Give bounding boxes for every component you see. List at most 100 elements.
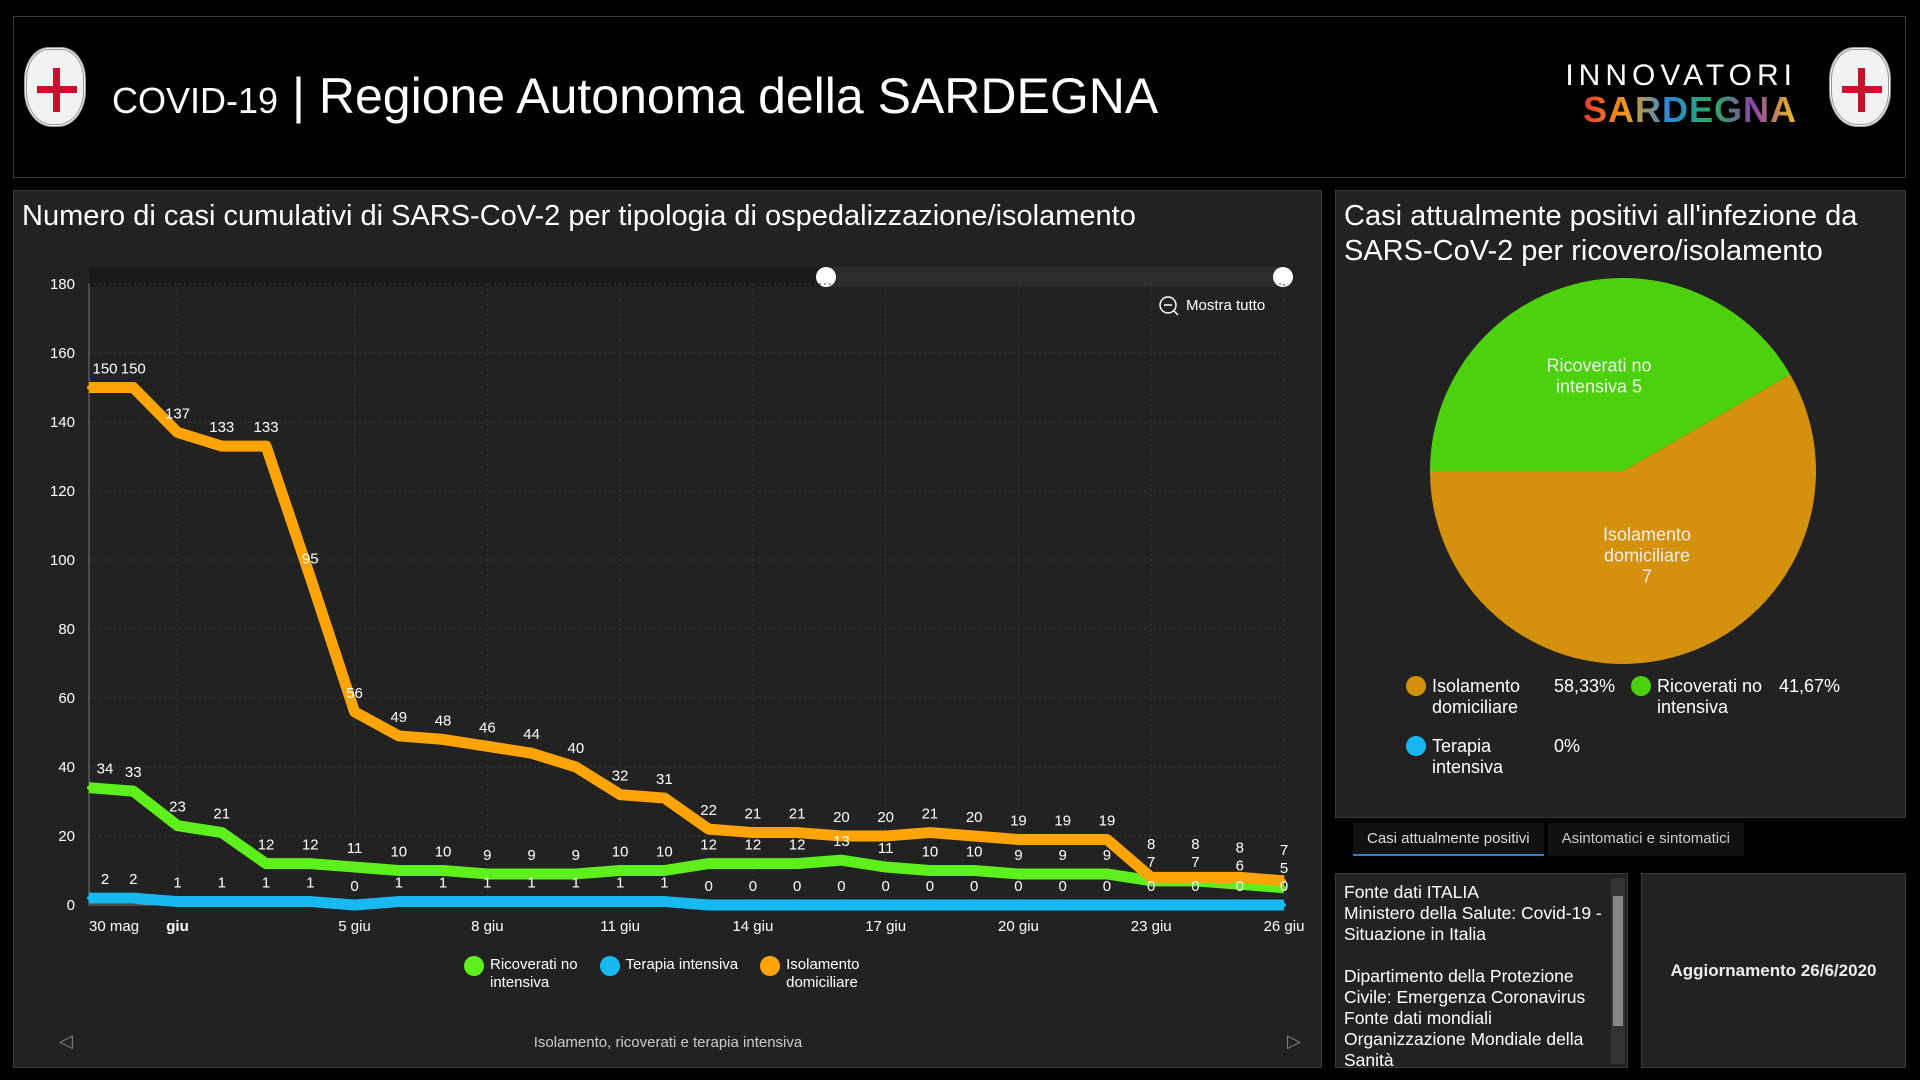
data-point[interactable]: [175, 899, 180, 904]
data-point[interactable]: [529, 751, 534, 756]
data-point[interactable]: [1016, 837, 1021, 842]
range-slider-handle-right[interactable]: [1273, 267, 1293, 287]
data-point[interactable]: [529, 899, 534, 904]
range-slider-selection[interactable]: [826, 267, 1284, 287]
data-point[interactable]: [131, 789, 136, 794]
data-point[interactable]: [573, 899, 578, 904]
data-point[interactable]: [883, 834, 888, 838]
pie-slice-ricoverati-no-intensiva[interactable]: [1430, 278, 1791, 471]
data-point[interactable]: [706, 903, 711, 907]
data-point[interactable]: [308, 899, 313, 904]
data-point[interactable]: [573, 871, 578, 876]
data-point[interactable]: [396, 899, 401, 904]
data-point[interactable]: [87, 896, 91, 901]
data-point[interactable]: [308, 861, 313, 866]
data-point[interactable]: [972, 868, 977, 873]
series-line-ricoverati-no-intensiva[interactable]: [88, 782, 1285, 894]
data-point[interactable]: [1016, 871, 1021, 876]
data-point[interactable]: [839, 903, 844, 907]
legend-item[interactable]: Ricoverati no intensiva: [464, 956, 578, 992]
pie-slice-isolamento-domiciliare[interactable]: [1430, 374, 1816, 665]
data-point[interactable]: [1016, 903, 1021, 907]
legend-item[interactable]: Terapia intensiva: [599, 956, 738, 992]
data-point[interactable]: [352, 903, 357, 907]
data-point[interactable]: [706, 861, 711, 866]
data-point[interactable]: [396, 733, 401, 738]
data-point[interactable]: [1104, 837, 1109, 842]
pie-legend-item[interactable]: Isolamento domiciliare 58,33%: [1406, 676, 1631, 718]
data-point[interactable]: [1193, 903, 1198, 907]
data-point[interactable]: [264, 444, 269, 449]
data-point[interactable]: [706, 827, 711, 832]
data-point[interactable]: [795, 861, 800, 866]
data-point[interactable]: [87, 785, 91, 790]
data-point[interactable]: [219, 899, 224, 904]
data-point[interactable]: [750, 861, 755, 866]
scrollbar[interactable]: [1611, 878, 1625, 1064]
prev-arrow-icon[interactable]: ◁: [59, 1031, 73, 1051]
data-point[interactable]: [219, 830, 224, 835]
series-line-terapia-intensiva[interactable]: [89, 892, 1284, 911]
data-point[interactable]: [618, 899, 623, 904]
data-point[interactable]: [529, 871, 534, 876]
scrollbar-thumb[interactable]: [1613, 896, 1623, 1026]
pie-legend-item[interactable]: Terapia intensiva 0%: [1406, 736, 1631, 778]
data-point[interactable]: [927, 830, 932, 835]
data-point[interactable]: [1149, 875, 1154, 880]
data-point[interactable]: [1237, 903, 1242, 907]
data-point[interactable]: [1193, 875, 1198, 880]
show-all-button[interactable]: Mostra tutto: [1186, 297, 1265, 314]
data-point[interactable]: [1282, 878, 1286, 883]
tab-asintomatici-e-sintomatici[interactable]: Asintomatici e sintomatici: [1547, 823, 1744, 856]
data-point[interactable]: [839, 858, 844, 863]
legend-item[interactable]: Isolamento domiciliare: [760, 956, 860, 992]
data-point[interactable]: [131, 385, 136, 390]
data-point[interactable]: [972, 903, 977, 907]
data-point[interactable]: [662, 796, 667, 801]
tab-casi-attualmente-positivi[interactable]: Casi attualmente positivi: [1353, 823, 1544, 856]
data-point[interactable]: [1237, 875, 1242, 880]
data-point[interactable]: [1104, 903, 1109, 907]
data-point[interactable]: [662, 899, 667, 904]
data-point[interactable]: [352, 709, 357, 714]
data-point[interactable]: [1060, 903, 1065, 907]
data-point[interactable]: [1060, 871, 1065, 876]
next-arrow-icon[interactable]: ▷: [1287, 1031, 1301, 1051]
data-point[interactable]: [485, 744, 490, 749]
data-point[interactable]: [750, 903, 755, 907]
data-point[interactable]: [264, 899, 269, 904]
data-point[interactable]: [1149, 903, 1154, 907]
data-point[interactable]: [1237, 882, 1242, 887]
data-point[interactable]: [441, 899, 446, 904]
data-point[interactable]: [927, 903, 932, 907]
data-point[interactable]: [308, 575, 313, 580]
data-point[interactable]: [485, 871, 490, 876]
data-point[interactable]: [352, 865, 357, 870]
data-point[interactable]: [839, 834, 844, 838]
data-point[interactable]: [1282, 885, 1286, 890]
data-point[interactable]: [573, 765, 578, 769]
data-point[interactable]: [441, 868, 446, 873]
data-point[interactable]: [883, 865, 888, 870]
data-point[interactable]: [87, 385, 91, 390]
data-point[interactable]: [131, 896, 136, 901]
data-point[interactable]: [485, 899, 490, 904]
zoom-out-icon[interactable]: [1159, 296, 1179, 316]
data-point[interactable]: [1104, 871, 1109, 876]
data-point[interactable]: [1282, 903, 1286, 907]
data-point[interactable]: [175, 823, 180, 828]
data-point[interactable]: [795, 903, 800, 907]
data-point[interactable]: [662, 868, 667, 873]
pie-legend-item[interactable]: Ricoverati no intensiva 41,67%: [1631, 676, 1856, 718]
data-point[interactable]: [441, 737, 446, 742]
data-point[interactable]: [618, 868, 623, 873]
data-point[interactable]: [618, 792, 623, 797]
series-line-isolamento-domiciliare[interactable]: [89, 382, 1285, 887]
data-point[interactable]: [795, 830, 800, 835]
data-point[interactable]: [1060, 837, 1065, 842]
data-point[interactable]: [883, 903, 888, 907]
data-point[interactable]: [750, 830, 755, 835]
data-point[interactable]: [972, 834, 977, 838]
range-slider-handle-left[interactable]: [816, 267, 836, 287]
data-point[interactable]: [927, 868, 932, 873]
